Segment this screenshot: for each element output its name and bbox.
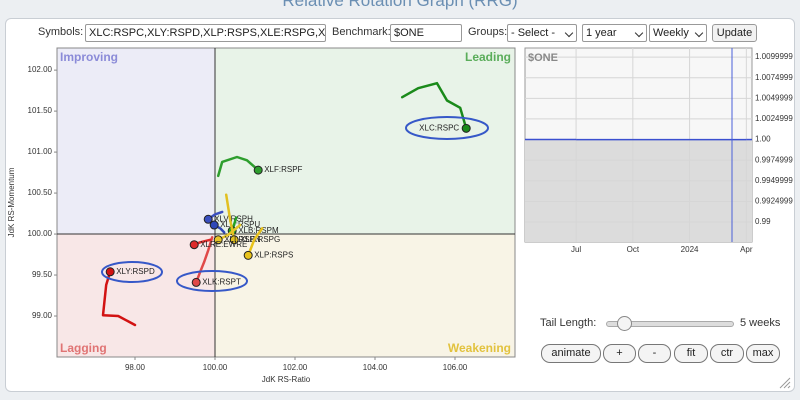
period-select[interactable]: 1 year	[582, 24, 647, 42]
series-label: XLE:RSPG	[240, 235, 280, 244]
series-label: XLF:RSPF	[264, 165, 302, 174]
head-marker	[213, 235, 223, 245]
quadrant-label: Leading	[465, 50, 511, 64]
benchmark-input[interactable]: $ONE	[390, 24, 462, 42]
tail	[194, 236, 214, 284]
slider-thumb[interactable]	[617, 316, 632, 331]
head-marker	[105, 267, 115, 277]
head-marker	[253, 165, 263, 175]
quadrant-label: Weakening	[448, 341, 511, 355]
y-tick-label: 1.00	[755, 135, 771, 144]
tail	[246, 227, 264, 257]
series-label: XLRE:EWRE	[200, 240, 247, 249]
highlight-ellipse	[176, 270, 248, 292]
highlight-ellipse	[405, 116, 489, 140]
tail	[216, 155, 260, 178]
y-tick-label: 99.00	[32, 311, 53, 320]
series-label: XLV:RSPH	[214, 214, 253, 223]
fit-button[interactable]: fit	[674, 344, 708, 363]
head-marker	[461, 123, 471, 133]
x-axis-label: JdK RS-Ratio	[262, 375, 311, 384]
x-tick-label: 2024	[681, 245, 699, 254]
y-tick-label: 0.9974999	[755, 155, 793, 164]
symbols-label: Symbols:	[38, 26, 84, 38]
series-label: XLB:RSPM	[238, 226, 279, 235]
area-fill	[525, 139, 752, 242]
y-tick-label: 1.0049999	[755, 93, 793, 102]
quadrant	[215, 48, 515, 235]
y-tick-label: 0.9949999	[755, 176, 793, 185]
head-marker	[191, 277, 201, 287]
benchmark-label: Benchmark:	[332, 26, 391, 38]
tail-slider[interactable]	[606, 321, 734, 327]
y-tick-label: 101.50	[28, 106, 53, 115]
quadrant-label: Improving	[60, 50, 118, 64]
center-button[interactable]: ctr	[710, 344, 744, 363]
tail-length-value: 5 weeks	[740, 317, 781, 329]
x-tick-label: 98.00	[125, 363, 146, 372]
y-tick-label: 0.99	[755, 217, 771, 226]
groups-label: Groups:	[468, 26, 508, 38]
series-label: XLP:RSPS	[254, 250, 293, 259]
x-tick-label: 102.00	[283, 363, 308, 372]
tail	[224, 193, 236, 242]
resize-grip[interactable]	[779, 377, 791, 389]
frequency-select[interactable]: Weekly	[649, 24, 707, 42]
y-tick-label: 100.00	[28, 229, 53, 238]
plot-border	[56, 47, 516, 358]
head-marker	[189, 240, 199, 250]
series-label: XLY:RSPD	[116, 267, 155, 276]
head-marker	[243, 250, 253, 260]
y-tick-label: 1.0099999	[755, 52, 793, 61]
highlights	[101, 116, 489, 292]
quadrant-label: Lagging	[60, 341, 107, 355]
quadrant	[215, 234, 515, 357]
x-tick-label: Apr	[740, 245, 753, 254]
head-marker	[229, 235, 239, 245]
y-tick-label: 100.50	[28, 188, 53, 197]
y-tick-label: 99.50	[32, 270, 53, 279]
series-label: XLC:RSPC	[419, 123, 459, 132]
x-tick-label: 100.00	[203, 363, 228, 372]
y-tick-label: 101.00	[28, 147, 53, 156]
y-tick-label: 102.00	[28, 65, 53, 74]
benchmark-title: $ONE	[528, 52, 558, 64]
y-tick-label: 1.0074999	[755, 73, 793, 82]
series-label: XLI:RSPN	[224, 235, 261, 244]
max-button[interactable]: max	[746, 344, 780, 363]
head-marker	[203, 214, 213, 224]
head-marker	[209, 220, 219, 230]
x-tick-label: 104.00	[363, 363, 388, 372]
update-button[interactable]: Update	[712, 24, 757, 42]
quadrant	[57, 48, 215, 235]
groups-select[interactable]: - Select -	[507, 24, 577, 42]
y-axis-label: JdK RS-Momentum	[7, 167, 16, 237]
x-tick-label: 106.00	[443, 363, 468, 372]
highlight-ellipse	[101, 261, 163, 283]
animate-button[interactable]: animate	[541, 344, 601, 363]
symbols-input[interactable]: XLC:RSPC,XLY:RSPD,XLP:RSPS,XLE:RSPG,XLF	[85, 24, 326, 42]
y-tick-label: 0.9924999	[755, 197, 793, 206]
tail	[400, 81, 468, 130]
x-tick-label: Oct	[627, 245, 640, 254]
x-tick-label: Jul	[571, 245, 581, 254]
zoom-out-button[interactable]: -	[638, 344, 671, 363]
series-label: XLK:RSPT	[202, 278, 241, 287]
chart-title: Relative Rotation Graph (RRG)	[282, 0, 517, 10]
y-tick-label: 1.0024999	[755, 114, 793, 123]
zoom-in-button[interactable]: +	[603, 344, 636, 363]
quadrant	[57, 234, 215, 357]
tail-length-label: Tail Length:	[540, 317, 597, 329]
tail	[101, 270, 137, 327]
